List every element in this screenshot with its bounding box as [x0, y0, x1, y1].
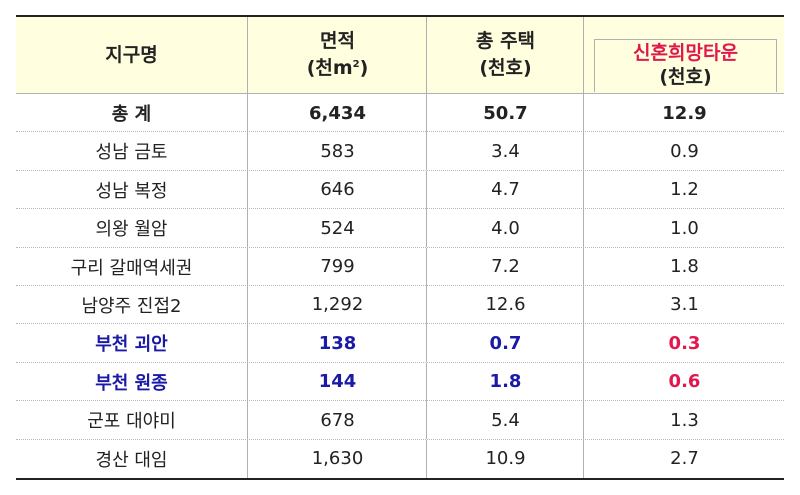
table-top-border: [16, 15, 784, 17]
total-houses-cell: 5.4: [426, 401, 584, 440]
total-houses-cell: 50.7: [426, 94, 584, 132]
area-cell: 646: [247, 170, 427, 209]
table-row: 경산 대임 1,630 10.9 2.7: [16, 439, 785, 478]
area-cell: 138: [247, 324, 427, 363]
district-name-cell: 부천 괴안: [95, 334, 168, 356]
area-cell: 1,630: [247, 439, 427, 478]
table-row: 부천 괴안 138 0.7 0.3: [16, 324, 785, 363]
newlywed-town-cell: 1.3: [583, 401, 785, 440]
newlywed-town-cell: 0.6: [583, 362, 785, 401]
total-houses-cell: 4.0: [426, 209, 584, 248]
table-bottom-border: [16, 478, 784, 480]
area-cell: 524: [247, 209, 427, 248]
table-row: 구리 갈매역세권 799 7.2 1.8: [16, 247, 785, 286]
district-name-cell: 성남 금토: [95, 142, 168, 164]
header-houses-line1: 총 주택: [475, 30, 536, 52]
header-total-houses: 총 주택 (천호): [426, 17, 584, 93]
table-row: 군포 대야미 678 5.4 1.3: [16, 401, 785, 440]
header-newlywed-town: 신혼희망타운 (천호): [583, 17, 785, 93]
header-area-superscript: 2: [352, 59, 360, 70]
area-cell: 144: [247, 362, 427, 401]
newlywed-town-cell: 1.8: [583, 247, 785, 286]
header-newlywed-line2: (천호): [659, 66, 712, 88]
table-row: 부천 원종 144 1.8 0.6: [16, 362, 785, 402]
header-area: 면적 (천m2): [247, 17, 427, 93]
table-row: 성남 금토 583 3.4 0.9: [16, 132, 785, 171]
district-name-cell: 성남 복정: [95, 180, 168, 202]
total-houses-cell: 12.6: [426, 285, 584, 324]
total-houses-cell: 7.2: [426, 247, 584, 286]
district-name-cell: 부천 원종: [95, 372, 168, 394]
newlywed-town-cell: 0.9: [583, 132, 785, 171]
total-houses-cell: 1.8: [426, 362, 584, 401]
table-header-row: 지구명 면적 (천m2) 총 주택 (천호) 신혼희망타운 (천호): [16, 17, 784, 94]
table-total-row: 총 계 6,434 50.7 12.9: [16, 94, 785, 133]
district-name-cell: 구리 갈매역세권: [70, 257, 193, 279]
district-name-cell: 군포 대야미: [87, 411, 176, 433]
area-cell: 1,292: [247, 285, 427, 324]
area-cell: 583: [247, 132, 427, 171]
header-newlywed-box: 신혼희망타운 (천호): [594, 39, 777, 92]
header-houses-line2: (천호): [479, 57, 532, 79]
newlywed-town-cell: 2.7: [583, 439, 785, 478]
header-district-label: 지구명: [105, 43, 158, 66]
header-district: 지구명: [16, 17, 247, 93]
table-row: 성남 복정 646 4.7 1.2: [16, 170, 785, 210]
total-houses-cell: 10.9: [426, 439, 584, 478]
area-cell: 6,434: [247, 94, 427, 132]
newlywed-town-cell: 12.9: [583, 94, 785, 132]
area-cell: 678: [247, 401, 427, 440]
district-name-cell: 경산 대임: [95, 449, 168, 471]
district-name-cell: 의왕 월암: [95, 219, 168, 241]
newlywed-town-cell: 0.3: [583, 324, 785, 363]
housing-district-table: 지구명 면적 (천m2) 총 주택 (천호) 신혼희망타운 (천호) 총 계 6,…: [16, 15, 784, 480]
table-row: 남양주 진접2 1,292 12.6 3.1: [16, 285, 785, 325]
header-area-line2: (천m2): [306, 57, 369, 79]
newlywed-town-cell: 1.0: [583, 209, 785, 248]
newlywed-town-cell: 1.2: [583, 170, 785, 209]
newlywed-town-cell: 3.1: [583, 285, 785, 324]
total-houses-cell: 4.7: [426, 170, 584, 209]
district-name-cell: 남양주 진접2: [81, 295, 182, 317]
total-houses-cell: 0.7: [426, 324, 584, 363]
total-houses-cell: 3.4: [426, 132, 584, 171]
header-area-line1: 면적: [320, 30, 355, 52]
table-body: 총 계 6,434 50.7 12.9 성남 금토 583 3.4 0.9 성남 복정 646 4.…: [16, 94, 784, 478]
table-row: 의왕 월암 524 4.0 1.0: [16, 209, 785, 248]
header-newlywed-line1: 신혼희망타운: [633, 42, 738, 64]
area-cell: 799: [247, 247, 427, 286]
district-name-cell: 총 계: [111, 104, 152, 125]
